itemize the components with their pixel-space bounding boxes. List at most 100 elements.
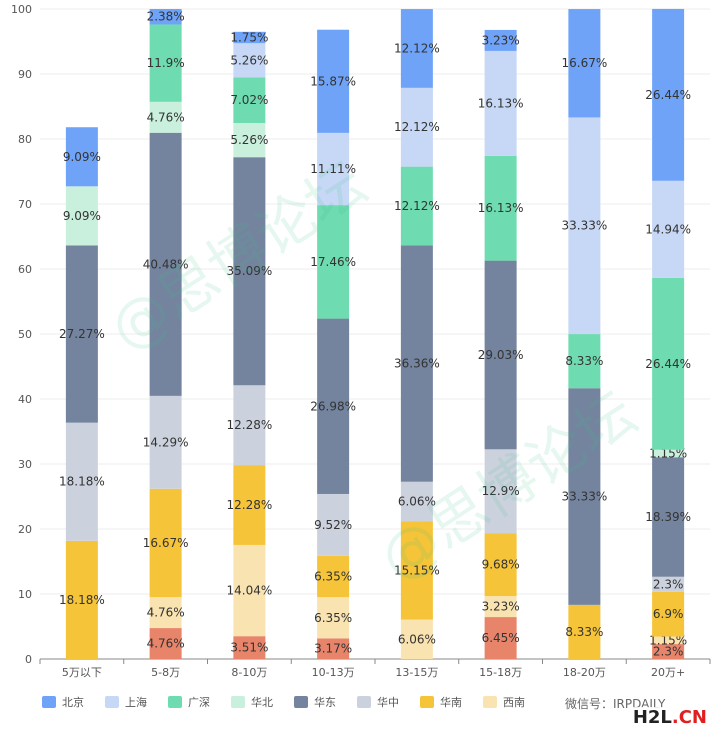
data-label: 4.76%: [147, 637, 185, 651]
data-label: 8.33%: [565, 354, 603, 368]
data-label: 5.26%: [230, 133, 268, 147]
bar-segment: [317, 132, 350, 206]
data-label: 14.94%: [645, 222, 691, 236]
legend-swatch: [357, 696, 371, 708]
data-label: 16.67%: [143, 536, 189, 550]
data-label: 29.03%: [478, 348, 524, 362]
bar-segment: [484, 29, 517, 51]
data-label: 4.76%: [147, 606, 185, 620]
bar-segment: [652, 277, 685, 450]
bar-segment: [400, 166, 433, 246]
legend-swatch: [105, 696, 119, 708]
data-label: 1.15%: [649, 633, 687, 647]
bar-segment: [400, 481, 433, 522]
data-label: 33.33%: [561, 219, 607, 233]
bar-segment: [400, 9, 433, 88]
bar-segment: [400, 245, 433, 482]
data-label: 14.29%: [143, 435, 189, 449]
data-label: 26.44%: [645, 357, 691, 371]
bar-segment: [149, 597, 182, 629]
legend-label: 华中: [377, 695, 399, 709]
data-label: 7.02%: [230, 93, 268, 107]
data-label: 3.51%: [230, 641, 268, 655]
x-tick-label: 20万+: [651, 666, 685, 679]
legend-swatch: [294, 696, 308, 708]
bar-segment: [568, 388, 601, 605]
y-tick-label: 60: [18, 263, 32, 276]
data-label: 8.33%: [565, 625, 603, 639]
bar-segment: [65, 540, 98, 659]
bar-segment: [400, 619, 433, 659]
bar-segment: [317, 493, 350, 556]
bar-segment: [652, 449, 685, 458]
bar-segment: [400, 87, 433, 167]
bar-segment: [149, 628, 182, 659]
bar-segment: [233, 31, 266, 44]
bar-segment: [317, 29, 350, 133]
data-label: 16.67%: [561, 56, 607, 70]
bar-segment: [233, 385, 266, 466]
bar-segment: [652, 591, 685, 637]
legend-swatch: [420, 696, 434, 708]
data-label: 26.44%: [645, 88, 691, 102]
data-label: 35.09%: [226, 264, 272, 278]
bar-segment: [317, 638, 350, 659]
data-label: 1.75%: [230, 31, 268, 45]
y-tick-label: 70: [18, 198, 32, 211]
data-label: 6.06%: [398, 632, 436, 646]
bar-segment: [568, 334, 601, 389]
legend-label: 北京: [62, 695, 84, 709]
bar-segment: [484, 155, 517, 261]
data-label: 2.3%: [653, 645, 684, 659]
data-label: 5.26%: [230, 53, 268, 67]
x-tick-label: 13-15万: [395, 666, 438, 679]
bar-segment: [484, 617, 517, 659]
bar-segment: [65, 127, 98, 187]
bar-segment: [484, 260, 517, 450]
bar-segment: [484, 596, 517, 618]
bar-segment: [65, 245, 98, 423]
bar-segment: [652, 8, 685, 181]
y-tick-label: 90: [18, 68, 32, 81]
bar-segment: [233, 636, 266, 659]
y-tick-label: 50: [18, 328, 32, 341]
bar-segment: [149, 9, 182, 25]
legend-swatch: [42, 696, 56, 708]
bar-segment: [149, 24, 182, 102]
data-label: 6.9%: [653, 607, 684, 621]
bar-segment: [233, 157, 266, 386]
x-tick-label: 10-13万: [312, 666, 355, 679]
bar-segment: [65, 186, 98, 246]
y-tick-label: 0: [25, 653, 32, 666]
data-label: 3.23%: [482, 600, 520, 614]
bar-segment: [568, 117, 601, 335]
data-label: 1.15%: [649, 447, 687, 461]
y-tick-label: 10: [18, 588, 32, 601]
brand-logo: H2L.CN: [629, 707, 710, 728]
data-label: 16.13%: [478, 96, 524, 110]
x-tick-label: 15-18万: [479, 666, 522, 679]
legend-swatch: [483, 696, 497, 708]
bar-segment: [400, 521, 433, 620]
data-label: 6.45%: [482, 631, 520, 645]
bar-segment: [484, 449, 517, 534]
legend-label: 华北: [251, 695, 273, 709]
legend-label: 西南: [503, 696, 525, 709]
x-tick-label: 18-20万: [563, 666, 606, 679]
bar-segment: [568, 9, 601, 118]
legend-label: 广深: [188, 696, 210, 709]
data-label: 12.12%: [394, 199, 440, 213]
bar-segment: [484, 50, 517, 156]
legend-swatch: [168, 696, 182, 708]
data-label: 9.09%: [63, 150, 101, 164]
data-label: 11.9%: [147, 56, 185, 70]
bar-segment: [233, 544, 266, 637]
bar-segment: [317, 205, 350, 319]
legend-label: 上海: [125, 695, 147, 709]
y-tick-label: 20: [18, 523, 32, 536]
brand-accent-text: .CN: [671, 707, 707, 728]
data-label: 6.06%: [398, 494, 436, 508]
legend-label: 华东: [314, 695, 336, 709]
x-tick-label: 5-8万: [151, 666, 180, 679]
